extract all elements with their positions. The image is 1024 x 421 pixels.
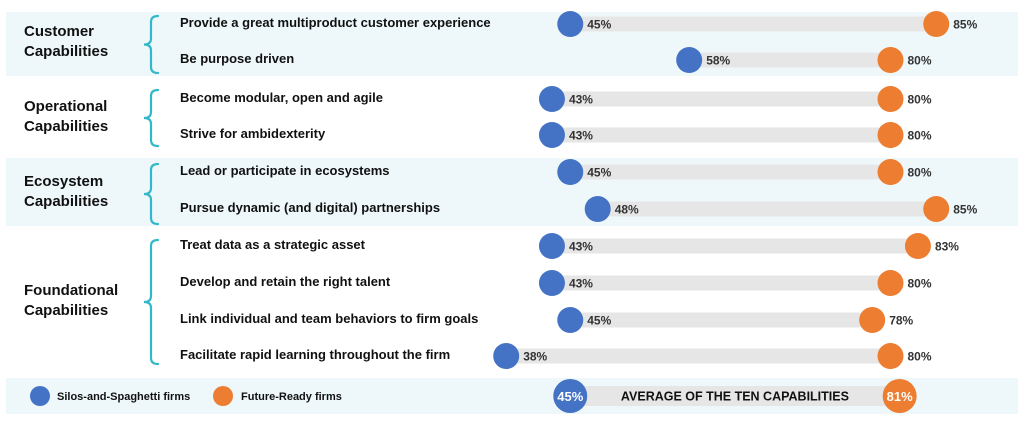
- silos-point: [557, 307, 584, 333]
- average-future-value: 81%: [887, 389, 913, 404]
- silos-value-label: 38%: [523, 350, 547, 364]
- silos-value-label: 48%: [615, 203, 639, 217]
- future-value-label: 80%: [908, 277, 932, 291]
- group-label-line: Capabilities: [24, 193, 109, 210]
- row-label: Lead or participate in ecosystems: [180, 163, 390, 178]
- silos-value-label: 45%: [587, 314, 611, 328]
- silos-point: [557, 159, 584, 185]
- silos-value-label: 43%: [569, 129, 593, 143]
- future-point: [923, 196, 950, 222]
- brace-icon: [143, 14, 160, 75]
- future-value-label: 80%: [908, 54, 932, 68]
- future-value-label: 80%: [908, 129, 932, 143]
- silos-point: [538, 233, 565, 259]
- silos-point: [493, 343, 520, 369]
- group-label-line: Capabilities: [24, 118, 109, 135]
- range-bar: [689, 52, 891, 68]
- future-point: [877, 343, 904, 369]
- group-label: Operational Capabilities: [24, 97, 108, 137]
- future-value-label: 80%: [908, 93, 932, 107]
- group-label-line: Capabilities: [24, 43, 109, 60]
- silos-point: [538, 270, 565, 296]
- silos-point: [557, 11, 584, 37]
- silos-point: [584, 196, 611, 222]
- group-label-line: Ecosystem: [24, 173, 104, 190]
- brace-icon: [143, 88, 160, 148]
- range-bar: [570, 312, 873, 328]
- average-future-point: [882, 379, 917, 413]
- group-label: Customer Capabilities: [24, 22, 108, 62]
- range-bar: [597, 201, 937, 217]
- future-point: [877, 270, 904, 296]
- future-value-label: 85%: [953, 18, 977, 32]
- legend-silos-label: Silos-and-Spaghetti firms: [57, 391, 191, 403]
- silos-point: [538, 86, 565, 112]
- group-label-line: Operational: [24, 98, 108, 115]
- future-value-label: 78%: [889, 314, 913, 328]
- silos-value-label: 43%: [569, 240, 593, 254]
- average-silos-value: 45%: [557, 389, 583, 404]
- group-label-line: Customer: [24, 23, 95, 40]
- silos-value-label: 58%: [706, 54, 730, 68]
- future-point: [904, 233, 931, 259]
- future-value-label: 85%: [953, 203, 977, 217]
- silos-value-label: 43%: [569, 93, 593, 107]
- silos-value-label: 45%: [587, 166, 611, 180]
- future-value-label: 80%: [908, 166, 932, 180]
- future-point: [877, 122, 904, 148]
- legend-future-dot: [213, 386, 233, 406]
- range-bar: [570, 164, 891, 180]
- future-point: [859, 307, 886, 333]
- group-label-line: Foundational: [24, 282, 119, 299]
- future-value-label: 83%: [935, 240, 959, 254]
- row-label: Pursue dynamic (and digital) partnership…: [180, 200, 441, 215]
- group-label: Foundational Capabilities: [24, 281, 118, 321]
- range-bar: [551, 91, 891, 107]
- future-point: [877, 47, 904, 73]
- row-label: Facilitate rapid learning throughout the…: [180, 347, 451, 362]
- group-label-line: Capabilities: [24, 302, 109, 319]
- brace-icon: [143, 238, 160, 366]
- brace-icon: [143, 162, 160, 226]
- range-bar: [551, 127, 891, 143]
- range-bar: [551, 275, 891, 291]
- silos-value-label: 43%: [569, 277, 593, 291]
- legend-silos-dot: [30, 386, 50, 406]
- silos-value-label: 45%: [587, 18, 611, 32]
- range-bar: [506, 348, 891, 364]
- average-range-bar: [570, 386, 900, 406]
- row-label: Strive for ambidexterity: [180, 126, 326, 141]
- range-bar: [570, 16, 937, 32]
- group-label: Ecosystem Capabilities: [24, 172, 108, 212]
- average-silos-point: [553, 379, 588, 413]
- silos-point: [676, 47, 703, 73]
- legend-future-label: Future-Ready firms: [241, 391, 342, 403]
- row-label: Link individual and team behaviors to fi…: [180, 311, 479, 326]
- average-label: AVERAGE OF THE TEN CAPABILITIES: [621, 390, 849, 404]
- future-point: [877, 159, 904, 185]
- row-label: Be purpose driven: [180, 51, 295, 66]
- future-point: [877, 86, 904, 112]
- future-point: [923, 11, 950, 37]
- row-label: Develop and retain the right talent: [180, 274, 391, 289]
- row-label: Treat data as a strategic asset: [180, 237, 365, 252]
- range-bar: [551, 238, 918, 254]
- row-label: Become modular, open and agile: [180, 90, 383, 105]
- future-value-label: 80%: [908, 350, 932, 364]
- row-label: Provide a great multiproduct customer ex…: [180, 15, 491, 30]
- silos-point: [538, 122, 565, 148]
